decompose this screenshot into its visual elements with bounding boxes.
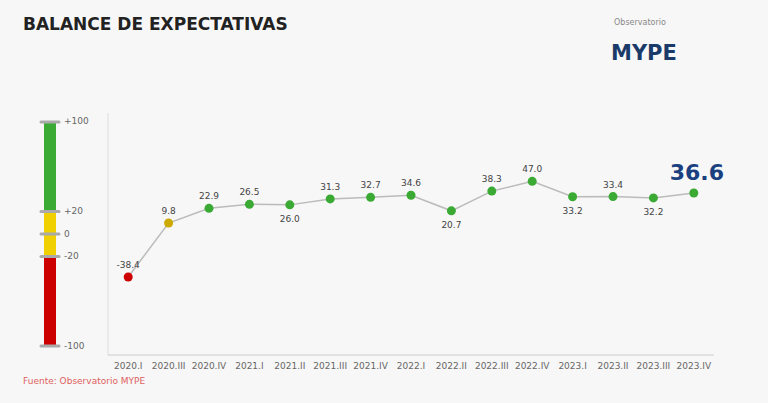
dot [487,187,496,196]
data-label: 31.3 [320,182,340,192]
data-label: 38.3 [482,174,502,184]
dot [568,192,577,201]
plot-area [124,177,699,282]
x-tick-label: 2023.II [597,361,628,371]
last-value-label: 36.6 [670,160,724,185]
x-tick-label: 2020.IV [192,361,227,371]
x-tick-label: 2021.I [235,361,263,371]
data-label: 22.9 [199,191,219,201]
y-tick-label: -20 [64,251,79,261]
color-band [44,122,56,212]
dot [528,177,537,186]
data-label: 32.7 [361,180,381,190]
data-label: 34.6 [401,178,421,188]
title: BALANCE DE EXPECTATIVAS [23,14,288,34]
data-label: 47.0 [522,164,542,174]
color-scale: -100 -20 0 +20 +100 [41,116,89,350]
x-tick-label: 2022.I [397,361,425,371]
x-tick-label: 2021.IV [353,361,388,371]
y-tick [41,120,59,123]
data-labels: -38.4 9.8 22.9 26.5 26.0 31.3 32.7 34.6 20.7 38.3… [117,160,724,270]
dot [447,206,456,215]
x-tick-label: 2020.I [114,361,142,371]
dot [245,200,254,209]
y-tick-label: +100 [64,116,89,126]
dot [649,193,658,202]
data-label: 33.2 [563,206,583,216]
x-tick-label: 2021.II [274,361,305,371]
x-tick-label: 2022.IV [515,361,550,371]
data-label: 32.2 [643,207,663,217]
data-label: 20.7 [441,220,461,230]
dot [609,192,618,201]
data-label: 33.4 [603,180,623,190]
dot [205,204,214,213]
dot [366,193,375,202]
x-tick-label: 2022.III [475,361,509,371]
y-tick-label: 0 [64,229,70,239]
data-label: 26.5 [239,187,259,197]
dot [164,219,173,228]
chart: BALANCE DE EXPECTATIVAS Fuente: Observato… [0,0,768,403]
y-tick-label: +20 [64,206,83,216]
y-tick [41,345,59,348]
page: {"chart_data": {"type": "line", "title":… [0,0,768,403]
data-label: 9.8 [161,206,176,216]
y-tick [41,255,59,258]
x-tick-label: 2021.III [313,361,347,371]
dot [407,191,416,200]
y-tick-label: -100 [64,341,85,351]
y-tick [41,233,59,236]
x-tick-label: 2023.IV [677,361,712,371]
dot [326,194,335,203]
color-band [44,256,56,346]
y-tick [41,210,59,213]
source: Fuente: Observatorio MYPE [23,376,145,386]
x-tick-label: 2023.I [558,361,586,371]
background [0,0,768,403]
dot [285,200,294,209]
x-tick-label: 2023.III [637,361,671,371]
y-axis-line [108,113,109,355]
data-label: -38.4 [117,260,141,270]
dot [124,273,133,282]
dot [689,188,698,197]
data-label: 26.0 [280,214,300,224]
logo-caption: Observatorio [614,18,666,27]
x-axis-line [108,355,714,356]
line [128,181,694,277]
logo-title: MYPE [611,41,677,65]
x-tick-label: 2020.III [152,361,186,371]
x-tick-label: 2022.II [436,361,467,371]
